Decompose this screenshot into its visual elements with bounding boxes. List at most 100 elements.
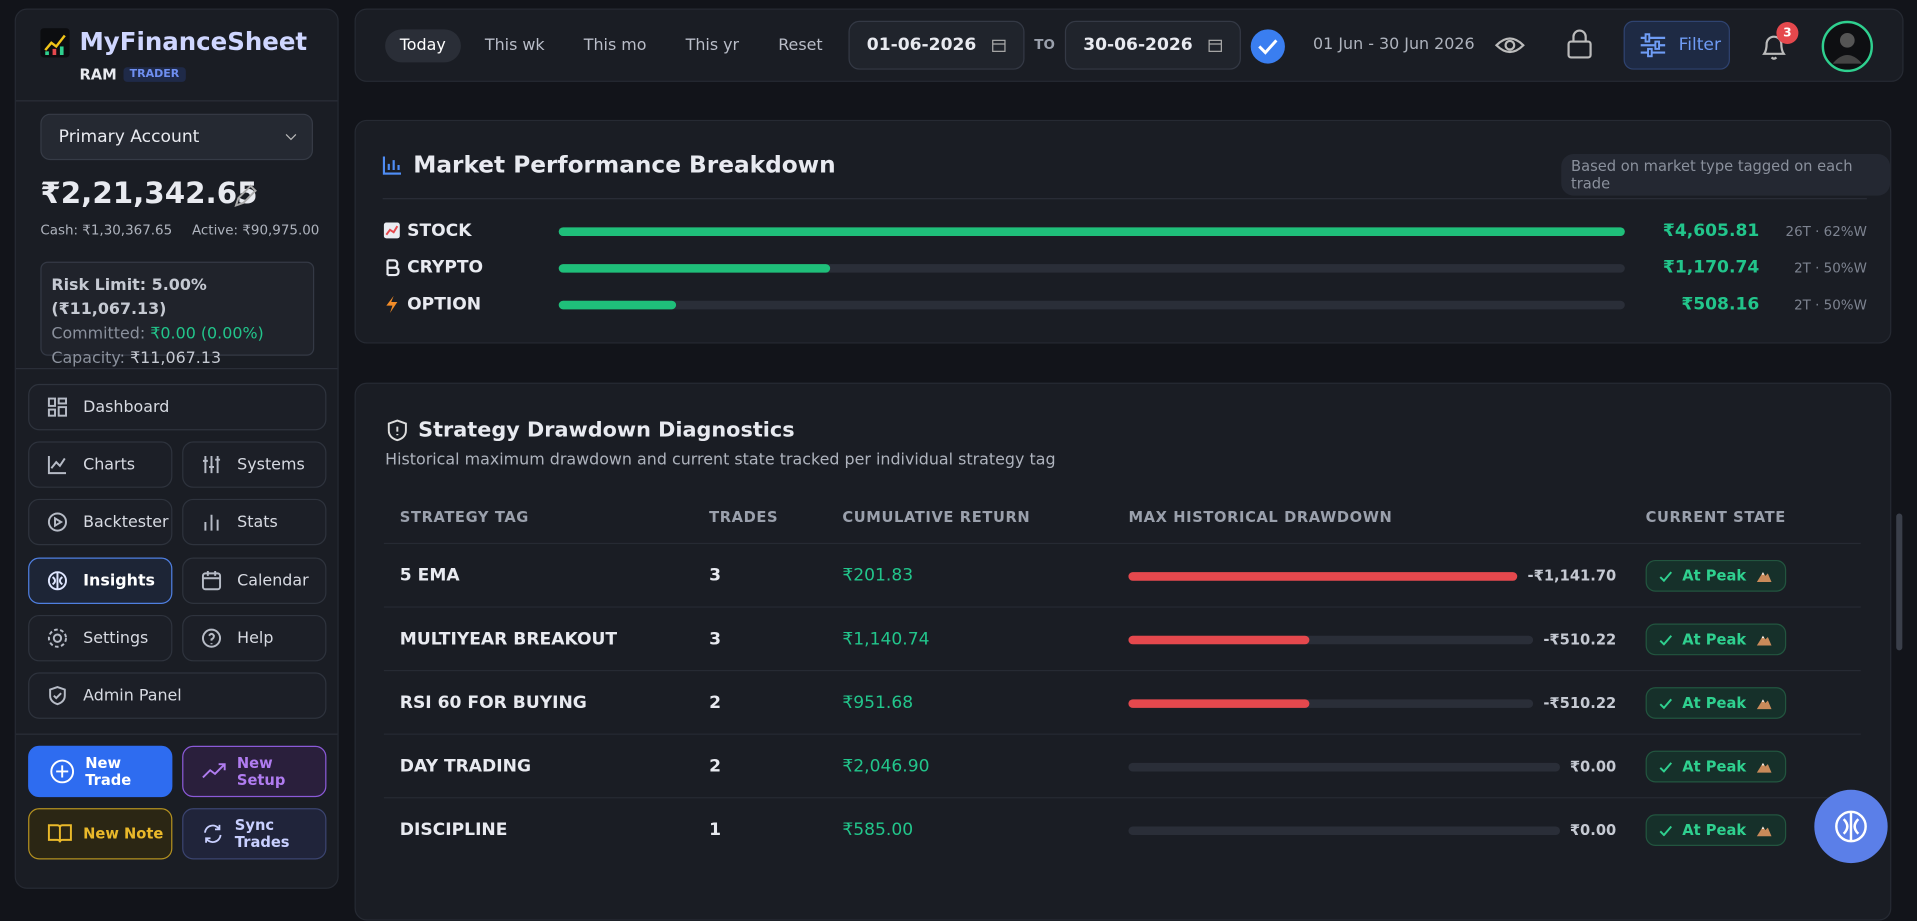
nav-stats[interactable]: Stats (182, 498, 327, 546)
drawdown-label: ₹0.00 (1569, 821, 1617, 839)
strategy-tag: DAY TRADING (399, 756, 532, 777)
nav-label: Admin Panel (83, 686, 182, 705)
table-row: MULTIYEAR BREAKOUT 3 ₹1,140.74 -₹510.22 At P… (383, 606, 1861, 671)
nav-backtester[interactable]: Backtester (28, 498, 173, 546)
market-title: Market Performance Breakdown (413, 151, 836, 179)
avatar[interactable] (1820, 20, 1874, 74)
notification-count: 3 (1776, 22, 1799, 45)
nav-help[interactable]: Help (182, 614, 327, 662)
apply-button[interactable] (1249, 28, 1286, 65)
filter-icon (1640, 33, 1666, 58)
nav-admin[interactable]: Admin Panel (28, 672, 327, 719)
check-icon (1659, 634, 1673, 645)
date-from[interactable]: 01-06-2026 (848, 20, 1025, 70)
cumulative-return: ₹585.00 (842, 820, 914, 840)
peak-icon (1757, 699, 1772, 710)
icon (204, 514, 219, 531)
new-setup[interactable]: New Setup (182, 745, 327, 798)
ai-assistant-button[interactable] (1813, 789, 1889, 865)
sync-trades[interactable]: Sync Trades (182, 808, 327, 860)
market-pnl: ₹508.16 (1681, 294, 1760, 315)
date-from-value: 01-06-2026 (866, 35, 977, 56)
column-header: CUMULATIVE RETURN (842, 508, 1031, 526)
column-header: TRADES (709, 508, 779, 526)
nav-label: Stats (237, 512, 278, 532)
check-icon (1659, 825, 1673, 836)
range-reset[interactable]: Reset (778, 36, 823, 56)
logo (40, 28, 70, 58)
range-year[interactable]: This yr (685, 36, 740, 56)
cumulative-return: ₹951.68 (842, 693, 914, 713)
capacity-label: Capacity: (51, 349, 126, 368)
peak-icon (1757, 826, 1772, 837)
calendar-icon (1208, 39, 1222, 52)
market-stats: 26T · 62%W (1785, 223, 1867, 240)
new-trade[interactable]: New Trade (28, 745, 173, 798)
role-badge: TRADER (123, 67, 186, 82)
range-text: 01 Jun - 30 Jun 2026 (1313, 35, 1475, 54)
nav-dashboard[interactable]: Dashboard (28, 383, 327, 431)
bar-track (1128, 571, 1518, 581)
cumulative-return: ₹201.83 (842, 566, 914, 586)
active: Active: ₹90,975.00 (191, 222, 320, 239)
peak-icon (1757, 635, 1772, 646)
market-stats: 2T · 50%W (1794, 259, 1867, 276)
risk-limit: Risk Limit: 5.00% (₹11,067.13) (51, 276, 207, 320)
chevron (285, 134, 297, 141)
market-note: Based on market type tagged on each trad… (1561, 154, 1891, 196)
range-week[interactable]: This wk (484, 36, 545, 56)
strategy-tag: DISCIPLINE (399, 820, 508, 840)
bar-track (1128, 698, 1534, 708)
range-month[interactable]: This mo (583, 36, 647, 56)
date-to[interactable]: 30-06-2026 (1064, 20, 1241, 70)
cash: Cash: ₹1,30,367.65 (40, 222, 173, 239)
bar (1128, 635, 1310, 644)
bar-track (558, 300, 1625, 309)
trade-count: 1 (709, 820, 722, 840)
icon (47, 456, 67, 475)
nav-systems[interactable]: Systems (182, 441, 327, 488)
table-row: 5 EMA 3 ₹201.83 -₹1,141.70 At Peak (383, 542, 1861, 608)
icon (47, 571, 67, 591)
market-name: OPTION (407, 294, 482, 315)
nav-label: Charts (83, 455, 136, 474)
icon (201, 570, 222, 591)
market-panel: Market Performance Breakdown Based on ma… (354, 119, 1892, 344)
drawdown-label: ₹0.00 (1569, 757, 1617, 776)
market-icon (383, 222, 400, 239)
cumulative-return: ₹2,046.90 (842, 756, 930, 777)
edit-icon[interactable] (231, 181, 260, 210)
visibility-toggle[interactable] (1494, 32, 1526, 59)
drawdown-label: -₹1,141.70 (1527, 567, 1617, 585)
market-name: STOCK (407, 221, 472, 241)
trade-count: 3 (709, 629, 722, 650)
trade-count: 3 (709, 566, 722, 586)
bar (558, 226, 1625, 236)
state-label: At Peak (1682, 757, 1747, 776)
range-today[interactable]: Today (385, 29, 461, 63)
nav-charts[interactable]: Charts (28, 441, 173, 488)
nav-settings[interactable]: Settings (28, 614, 173, 662)
column-header: STRATEGY TAG (399, 508, 529, 526)
state-label: At Peak (1682, 821, 1747, 839)
scrollbar (1896, 513, 1903, 651)
account-select[interactable]: Primary Account (40, 113, 313, 161)
range-buttons: Today This wk This mo This yr Reset (385, 29, 837, 63)
state-label: At Peak (1682, 630, 1747, 648)
icon (49, 686, 66, 706)
filter-label: Filter (1678, 35, 1721, 56)
filter-button[interactable]: Filter (1623, 20, 1730, 70)
nav-insights[interactable]: Insights (28, 557, 173, 604)
drawdown-cell: -₹510.22 (1128, 694, 1616, 712)
nav-calendar[interactable]: Calendar (182, 557, 327, 604)
state-badge: At Peak (1645, 687, 1787, 719)
check-icon (1659, 698, 1673, 709)
lock-button[interactable] (1566, 28, 1593, 60)
strategy-title: Strategy Drawdown Diagnostics (418, 418, 795, 443)
new-note[interactable]: New Note (28, 808, 173, 860)
bar (558, 300, 677, 309)
notifications-button[interactable] (1759, 32, 1788, 64)
account-name: Primary Account (58, 127, 200, 147)
strategy-subtitle: Historical maximum drawdown and current … (385, 451, 1056, 470)
icon (47, 397, 67, 417)
